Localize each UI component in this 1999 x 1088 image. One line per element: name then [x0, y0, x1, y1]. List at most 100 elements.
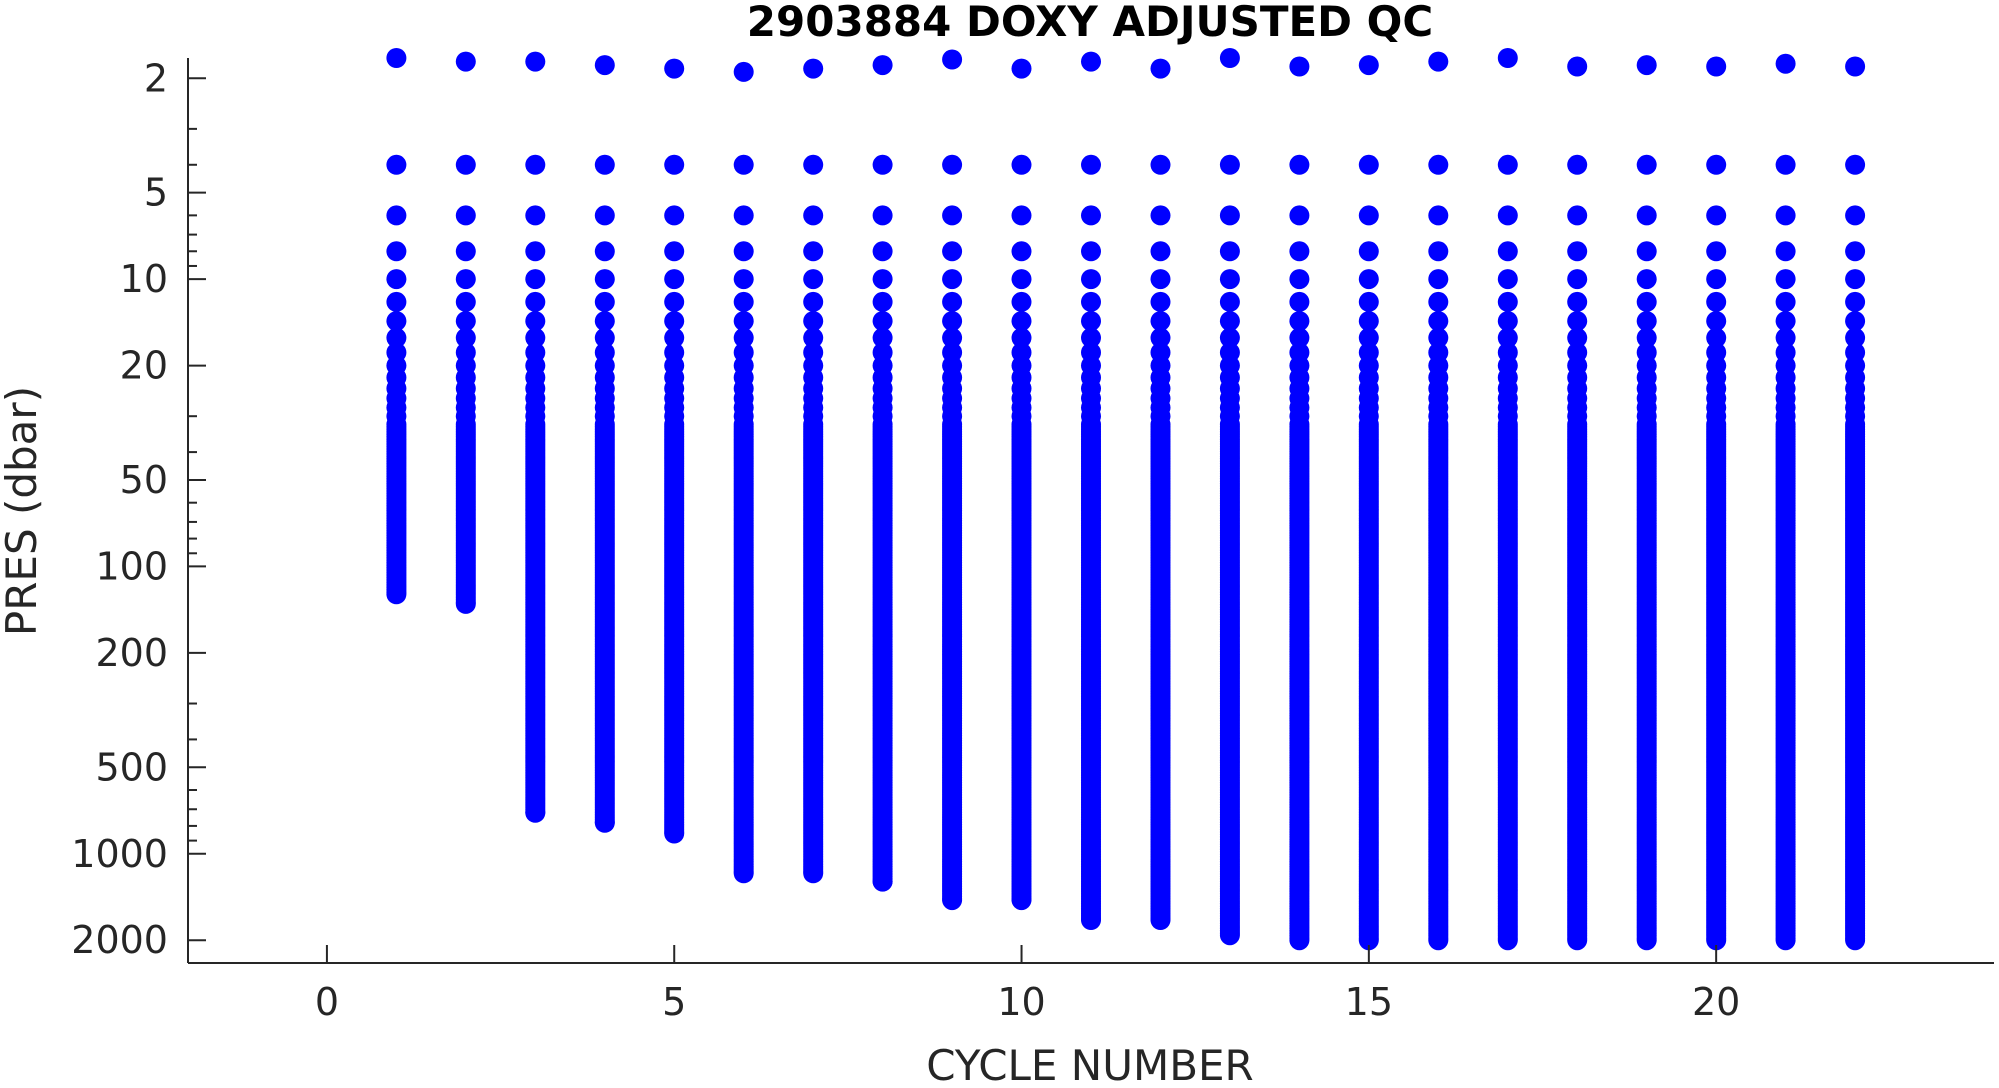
data-point — [872, 327, 893, 348]
data-point — [1081, 241, 1101, 262]
y-tick-label: 2000 — [71, 918, 168, 962]
data-point — [942, 311, 963, 332]
data-point — [733, 154, 754, 175]
data-point — [1219, 241, 1240, 262]
data-point — [942, 205, 963, 226]
data-point — [1358, 930, 1379, 951]
data-point — [1567, 269, 1588, 290]
data-point — [1081, 205, 1101, 226]
data-point — [1219, 327, 1240, 348]
y-tick-label: 200 — [95, 631, 168, 675]
data-point — [1150, 241, 1171, 262]
data-point — [1567, 291, 1588, 312]
data-point — [1428, 241, 1449, 262]
data-point — [1081, 311, 1101, 332]
data-point — [455, 154, 476, 175]
y-axis-label: PRES (dbar) — [0, 386, 46, 636]
data-point — [1289, 241, 1310, 262]
data-point — [386, 327, 407, 348]
data-point — [455, 205, 476, 226]
data-point — [872, 269, 893, 290]
profile-cycle-20 — [1706, 56, 1727, 951]
data-point — [1150, 910, 1171, 930]
data-point — [1219, 205, 1240, 226]
data-point — [1706, 327, 1727, 348]
data-point — [1845, 154, 1866, 175]
data-point — [1289, 56, 1310, 77]
data-point — [1289, 205, 1310, 226]
data-point — [1219, 48, 1240, 68]
profile-cycle-7 — [803, 58, 824, 884]
data-point — [942, 327, 963, 348]
x-tick-label: 5 — [662, 980, 686, 1024]
data-point — [386, 311, 407, 332]
x-tick-label: 10 — [997, 980, 1045, 1024]
data-point — [733, 269, 754, 290]
data-point — [1775, 930, 1796, 951]
data-point — [1845, 205, 1866, 226]
profile-cycle-12 — [1150, 58, 1171, 930]
data-point — [1497, 205, 1518, 226]
data-point — [733, 291, 754, 312]
data-point — [664, 311, 685, 332]
data-point — [1636, 154, 1657, 175]
data-point — [1150, 327, 1171, 348]
profile-cycle-11 — [1081, 51, 1101, 930]
profile-cycle-10 — [1011, 58, 1032, 911]
data-point — [1219, 269, 1240, 290]
profile-cycle-4 — [594, 55, 615, 833]
data-point — [1845, 930, 1866, 951]
data-point — [594, 812, 615, 833]
data-point — [1497, 241, 1518, 262]
data-point — [1428, 327, 1449, 348]
data-point — [1567, 311, 1588, 332]
profile-cycle-14 — [1289, 56, 1310, 951]
data-point — [733, 61, 754, 82]
data-point — [942, 49, 963, 70]
data-point — [1706, 154, 1727, 175]
data-point — [594, 55, 615, 76]
data-point — [594, 311, 615, 332]
data-point — [455, 269, 476, 290]
data-point — [1011, 269, 1032, 290]
data-point — [1011, 154, 1032, 175]
data-point — [1219, 291, 1240, 312]
data-point — [1775, 291, 1796, 312]
profile-cycle-5 — [664, 58, 685, 844]
data-point — [1428, 311, 1449, 332]
data-point — [803, 311, 824, 332]
data-point — [1289, 327, 1310, 348]
y-tick-label: 2 — [144, 56, 168, 100]
profile-cycle-6 — [733, 61, 754, 884]
data-point — [386, 48, 407, 68]
data-point — [1358, 327, 1379, 348]
data-point — [455, 51, 476, 72]
data-point — [1636, 55, 1657, 76]
x-tick-label: 15 — [1345, 980, 1393, 1024]
data-point — [1636, 269, 1657, 290]
data-point — [664, 154, 685, 175]
data-point — [455, 311, 476, 332]
data-point — [733, 205, 754, 226]
data-point — [733, 311, 754, 332]
data-point — [594, 327, 615, 348]
profile-cycle-22 — [1845, 56, 1866, 951]
data-point — [386, 269, 407, 290]
data-point — [1845, 327, 1866, 348]
data-point — [1636, 311, 1657, 332]
data-point — [1150, 205, 1171, 226]
profile-cycle-15 — [1358, 55, 1379, 951]
data-point — [1706, 930, 1727, 951]
profile-cycle-16 — [1428, 51, 1449, 951]
data-point — [872, 205, 893, 226]
data-point — [1289, 930, 1310, 951]
data-point — [872, 154, 893, 175]
y-axis-ticks: 2 5 10 20 50 100 200 500 1000 2000 — [71, 56, 206, 962]
data-point — [1428, 205, 1449, 226]
data-point — [1011, 327, 1032, 348]
profile-cycle-8 — [872, 55, 893, 892]
data-point — [1428, 51, 1449, 72]
data-point — [1011, 311, 1032, 332]
data-point — [1428, 269, 1449, 290]
data-point — [1775, 154, 1796, 175]
